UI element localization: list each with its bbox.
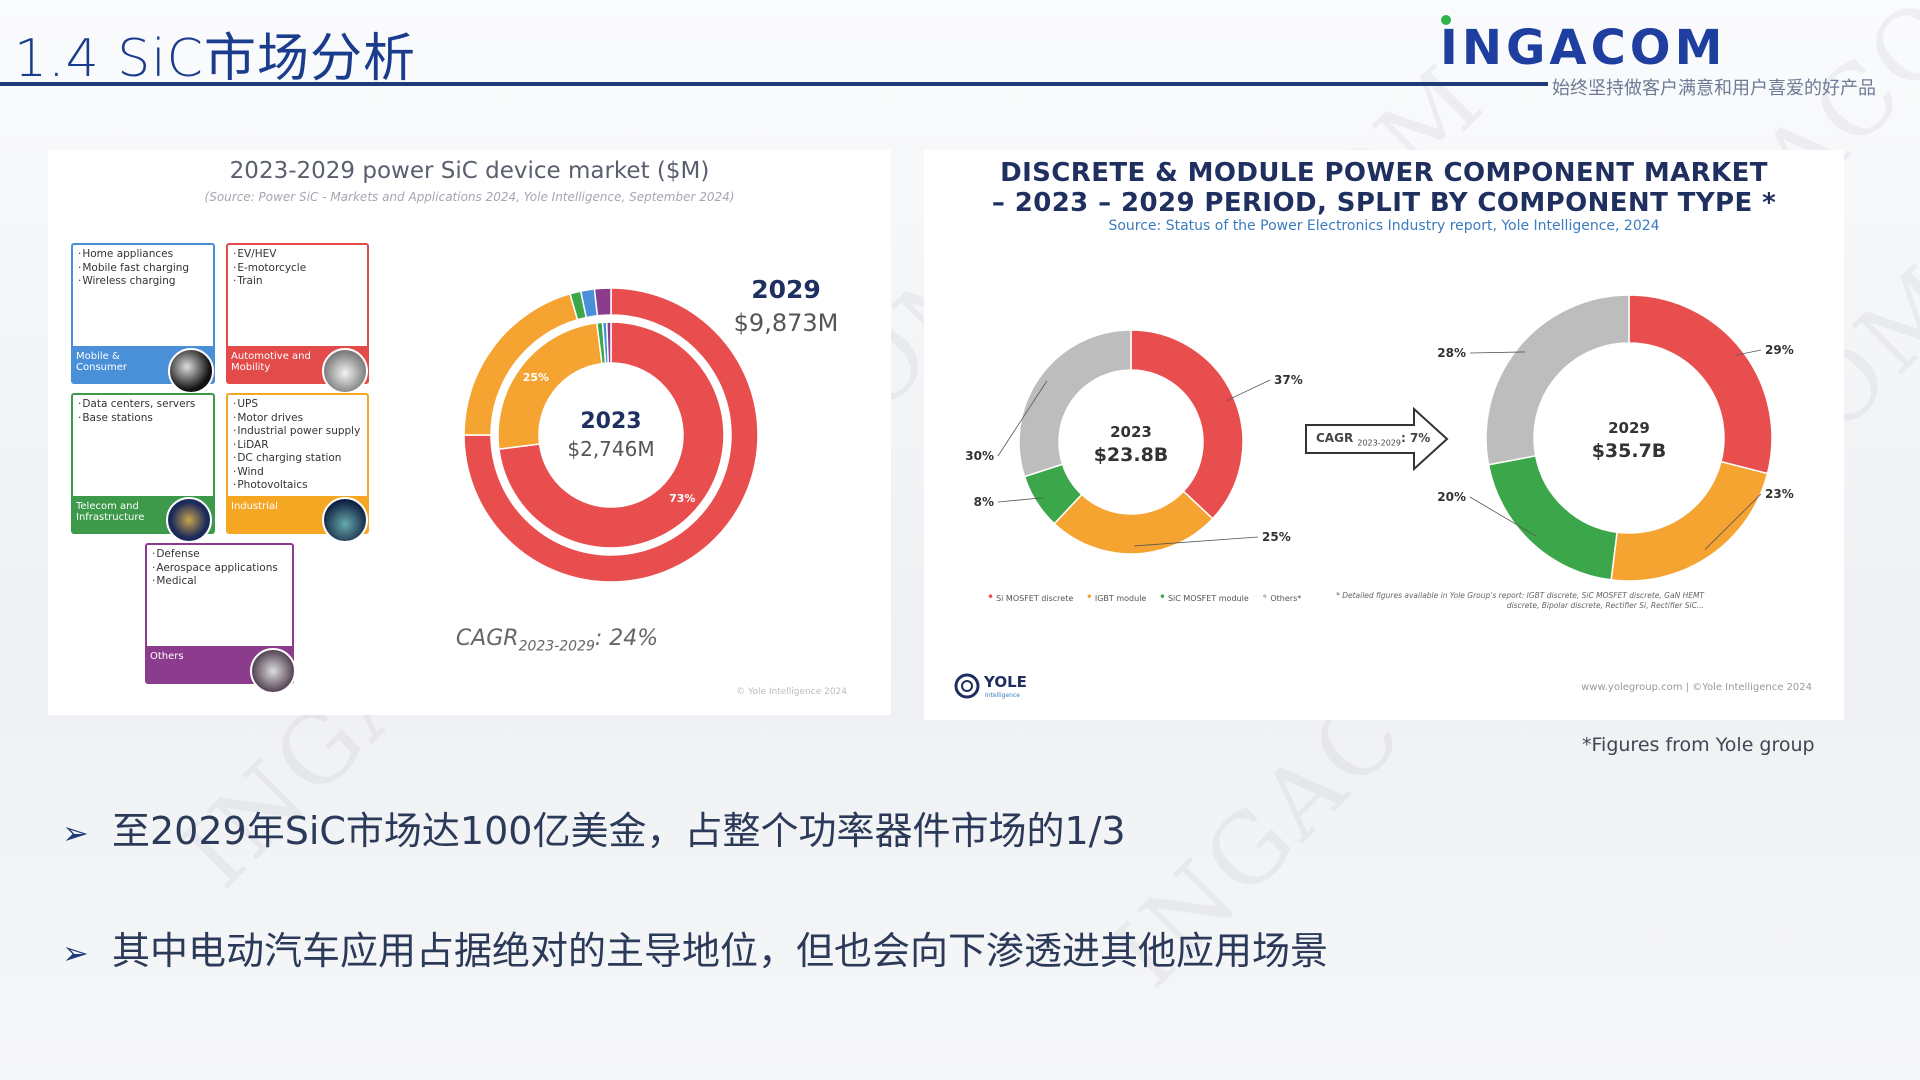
app-item: Wind bbox=[233, 466, 362, 480]
figure-credit: *Figures from Yole group bbox=[1582, 734, 1815, 756]
svg-text:YOLE: YOLE bbox=[983, 673, 1027, 691]
company-slogan: 始终坚持做客户满意和用户喜爱的好产品 bbox=[1552, 78, 1876, 99]
component-cagr-label: CAGR 2023-2029: 7% bbox=[1316, 431, 1431, 448]
app-item: Wireless charging bbox=[78, 275, 208, 289]
leader-line bbox=[1226, 379, 1271, 402]
app-card-items: EV/HEVE-motorcycleTrain bbox=[228, 245, 367, 292]
sic-market-nested-donut: 73% 25% 2023 $2,746M 2029 $9,873M bbox=[463, 275, 839, 583]
power-component-panel: DISCRETE & MODULE POWER COMPONENT MARKET… bbox=[924, 150, 1844, 720]
ring-total-label: $9,873M bbox=[734, 309, 839, 337]
slice-label: 73% bbox=[669, 492, 695, 505]
donut-slice bbox=[1485, 294, 1630, 466]
sic-chart-source: (Source: Power SiC - Markets and Applica… bbox=[204, 190, 735, 204]
svg-text:Intelligence: Intelligence bbox=[985, 692, 1020, 699]
app-card-items: DefenseAerospace applicationsMedical bbox=[147, 545, 292, 592]
legend-item: • Others* bbox=[1261, 590, 1302, 604]
leader-line bbox=[1469, 351, 1525, 354]
bullet-point: ➢ 其中电动汽车应用占据绝对的主导地位，但也会向下渗透进其他应用场景 bbox=[62, 929, 1329, 973]
logo-text: INGACOM bbox=[1440, 20, 1726, 74]
slice-percent-label: 28% bbox=[1437, 346, 1466, 360]
aircraft-icon bbox=[250, 648, 296, 694]
ingacom-logo: INGACOM bbox=[1440, 15, 1726, 74]
app-item: Industrial power supply bbox=[233, 425, 362, 439]
leader-line bbox=[1469, 496, 1537, 537]
leader-line bbox=[997, 380, 1048, 457]
component-donut-charts: 2023 $23.8B 37% 25% 8% 30% 2029 $35.7B 29% 23% 20%… bbox=[965, 294, 1794, 582]
donut-slice bbox=[498, 321, 725, 549]
app-item: EV/HEV bbox=[233, 248, 362, 262]
donut-slice bbox=[1628, 294, 1773, 475]
app-item: UPS bbox=[233, 398, 362, 412]
legend-item: • IGBT module bbox=[1085, 590, 1147, 604]
app-item: Mobile fast charging bbox=[78, 262, 208, 276]
app-item: LiDAR bbox=[233, 439, 362, 453]
slice-percent-label: 29% bbox=[1765, 343, 1794, 357]
app-item: Photovoltaics bbox=[233, 479, 362, 493]
app-card-items: Home appliancesMobile fast chargingWirel… bbox=[73, 245, 213, 292]
donut-year-label: 2029 bbox=[1608, 419, 1650, 437]
leader-line bbox=[1704, 493, 1762, 550]
app-card-items: UPSMotor drivesIndustrial power supplyLi… bbox=[228, 395, 367, 496]
donut-year-label: 2023 bbox=[1110, 423, 1152, 441]
yole-logo: YOLE Intelligence bbox=[954, 673, 1027, 699]
arrow-bullet-icon: ➢ bbox=[62, 814, 89, 852]
leader-line bbox=[1134, 536, 1259, 547]
legend-item: • SiC MOSFET module bbox=[1158, 590, 1249, 604]
component-chart-copyright: www.yolegroup.com | ©Yole Intelligence 2… bbox=[1581, 682, 1812, 693]
app-item: Medical bbox=[152, 575, 287, 589]
donut-slice bbox=[1018, 329, 1132, 478]
component-chart-source: Source: Status of the Power Electronics … bbox=[1108, 218, 1660, 234]
slide-title: 1.4 SiC市场分析 bbox=[14, 29, 416, 89]
app-item: Base stations bbox=[78, 412, 208, 426]
component-legend: • Si MOSFET discrete • IGBT module • SiC MO… bbox=[987, 590, 1311, 604]
sic-cagr-note: CAGR2023-2029: 24% bbox=[455, 626, 659, 655]
slice-percent-label: 37% bbox=[1274, 373, 1303, 387]
sic-market-panel: 2023-2029 power SiC device market ($M) (… bbox=[48, 150, 891, 715]
app-card-mobile-consumer: Home appliancesMobile fast chargingWirel… bbox=[71, 243, 215, 384]
slice-percent-label: 25% bbox=[1262, 530, 1291, 544]
header-divider bbox=[0, 82, 1548, 86]
app-item: E-motorcycle bbox=[233, 262, 362, 276]
ring-year-label: 2029 bbox=[751, 275, 821, 304]
slice-percent-label: 8% bbox=[974, 495, 994, 509]
app-item: Home appliances bbox=[78, 248, 208, 262]
telecom-tower-icon bbox=[166, 497, 212, 543]
donut-slice bbox=[1130, 329, 1244, 520]
donut-slice bbox=[463, 287, 759, 583]
donut-slice bbox=[1053, 490, 1214, 555]
bullet-point: ➢ 至2029年SiC市场达100亿美金，占整个功率器件市场的1/3 bbox=[62, 809, 1126, 853]
donut-slice bbox=[497, 322, 603, 451]
donut-slice bbox=[1610, 460, 1769, 582]
app-item: Defense bbox=[152, 548, 287, 562]
app-item: Motor drives bbox=[233, 412, 362, 426]
donut-total-label: $23.8B bbox=[1094, 444, 1169, 466]
app-card-items: Data centers, serversBase stations bbox=[73, 395, 213, 428]
component-chart-title: DISCRETE & MODULE POWER COMPONENT MARKET… bbox=[991, 158, 1777, 218]
sic-chart-title: 2023-2029 power SiC device market ($M) bbox=[229, 158, 710, 184]
leader-line bbox=[997, 497, 1044, 503]
donut-total-label: $35.7B bbox=[1592, 440, 1667, 462]
component-footnote: * Detailed figures available in Yole Gro… bbox=[1336, 591, 1704, 610]
sic-chart-copyright: © Yole Intelligence 2024 bbox=[736, 687, 847, 697]
leader-line bbox=[1735, 349, 1762, 356]
app-item: Train bbox=[233, 275, 362, 289]
app-item: DC charging station bbox=[233, 452, 362, 466]
ring-year-label: 2023 bbox=[580, 409, 641, 434]
donut-slice bbox=[605, 321, 612, 364]
donut-slice bbox=[593, 287, 612, 317]
slice-percent-label: 30% bbox=[965, 449, 994, 463]
app-card-industrial: UPSMotor drivesIndustrial power supplyLi… bbox=[226, 393, 369, 534]
legend-item: • Si MOSFET discrete bbox=[987, 590, 1074, 604]
factory-icon bbox=[322, 497, 368, 543]
slice-label: 25% bbox=[523, 371, 549, 384]
slice-percent-label: 20% bbox=[1437, 490, 1466, 504]
arrow-bullet-icon: ➢ bbox=[62, 934, 89, 972]
donut-slice bbox=[1487, 454, 1618, 581]
cagr-arrow-icon bbox=[1305, 407, 1449, 471]
app-item: Data centers, servers bbox=[78, 398, 208, 412]
app-item: Aerospace applications bbox=[152, 562, 287, 576]
slice-percent-label: 23% bbox=[1765, 487, 1794, 501]
ring-total-label: $2,746M bbox=[567, 437, 654, 461]
